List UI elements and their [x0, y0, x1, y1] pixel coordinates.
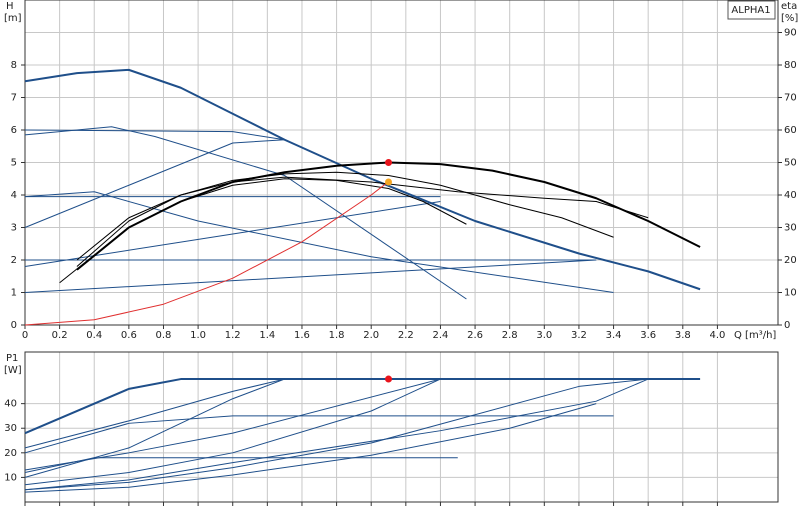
y2-tick-label: 50 [784, 158, 797, 169]
y-tick-label: 0 [11, 320, 17, 331]
y2-tick-label: 10 [784, 288, 797, 299]
y2-tick-label: 70 [784, 93, 797, 104]
x-tick-label: 3.8 [675, 330, 691, 341]
plot-frame [24, 351, 779, 503]
curve [76, 176, 649, 261]
x-tick-label: 3.6 [640, 330, 656, 341]
y2-axis-unit: [%] [781, 13, 798, 24]
curve [24, 181, 389, 326]
curve [24, 259, 597, 293]
curve [24, 378, 649, 491]
y-tick-label: 8 [11, 60, 17, 71]
y-tick-label: 3 [11, 223, 17, 234]
x-tick-label: 0 [22, 330, 28, 341]
curve [24, 378, 285, 449]
curve [24, 378, 649, 491]
y2-tick-label: 40 [784, 190, 797, 201]
y-tick-label: 6 [11, 125, 17, 136]
operating-point [385, 375, 393, 383]
x-tick-label: 3.2 [571, 330, 587, 341]
x-axis-label: Q [m³/h] [734, 330, 776, 341]
x-tick-label: 0.6 [121, 330, 137, 341]
x-tick-label: 1.2 [225, 330, 241, 341]
y2-tick-label: 20 [784, 255, 797, 266]
y-tick-label: 4 [11, 190, 17, 201]
y-axis-unit: [m] [4, 13, 22, 24]
y-tick-label: 5 [11, 158, 17, 169]
operating-point [385, 178, 393, 186]
curve [24, 129, 285, 141]
x-tick-label: 3.0 [536, 330, 552, 341]
y-tick-label: 40 [4, 399, 17, 410]
y2-axis-label: eta [781, 1, 797, 12]
y-tick-label: 20 [4, 448, 17, 459]
x-tick-label: 2.8 [502, 330, 518, 341]
plot-frame [24, 0, 779, 326]
curve [24, 378, 441, 486]
x-tick-label: 0.4 [86, 330, 102, 341]
x-tick-label: 2.4 [432, 330, 448, 341]
x-tick-label: 0.2 [52, 330, 68, 341]
y2-tick-label: 80 [784, 60, 797, 71]
y-tick-label: 30 [4, 423, 17, 434]
x-tick-label: 2.2 [398, 330, 414, 341]
x-tick-label: 1.6 [294, 330, 310, 341]
x-tick-label: 2.6 [467, 330, 483, 341]
curve [24, 139, 285, 228]
x-tick-label: 1.8 [329, 330, 345, 341]
x-tick-label: 1.4 [259, 330, 275, 341]
curve [24, 378, 285, 478]
y2-tick-label: 0 [784, 320, 790, 331]
curve [24, 457, 458, 473]
x-tick-label: 3.4 [606, 330, 622, 341]
y2-tick-label: 90 [784, 28, 797, 39]
y-tick-label: 10 [4, 472, 17, 483]
y-axis-label: P1 [6, 353, 18, 364]
curve [76, 171, 614, 267]
y-axis-label: H [6, 1, 14, 12]
operating-point [385, 159, 393, 166]
curve [24, 403, 597, 493]
legend-label: ALPHA1 [731, 5, 770, 16]
x-tick-label: 2.0 [363, 330, 379, 341]
y2-tick-label: 60 [784, 125, 797, 136]
x-tick-label: 1.0 [190, 330, 206, 341]
y-tick-label: 2 [11, 255, 17, 266]
y-tick-label: 1 [11, 288, 17, 299]
curve [59, 178, 467, 284]
legend-box [727, 0, 776, 20]
y-axis-unit: [W] [4, 365, 22, 376]
curve [24, 415, 614, 454]
y-tick-label: 7 [11, 93, 17, 104]
x-tick-label: 4.0 [709, 330, 725, 341]
y2-tick-label: 30 [784, 223, 797, 234]
x-tick-label: 0.8 [156, 330, 172, 341]
